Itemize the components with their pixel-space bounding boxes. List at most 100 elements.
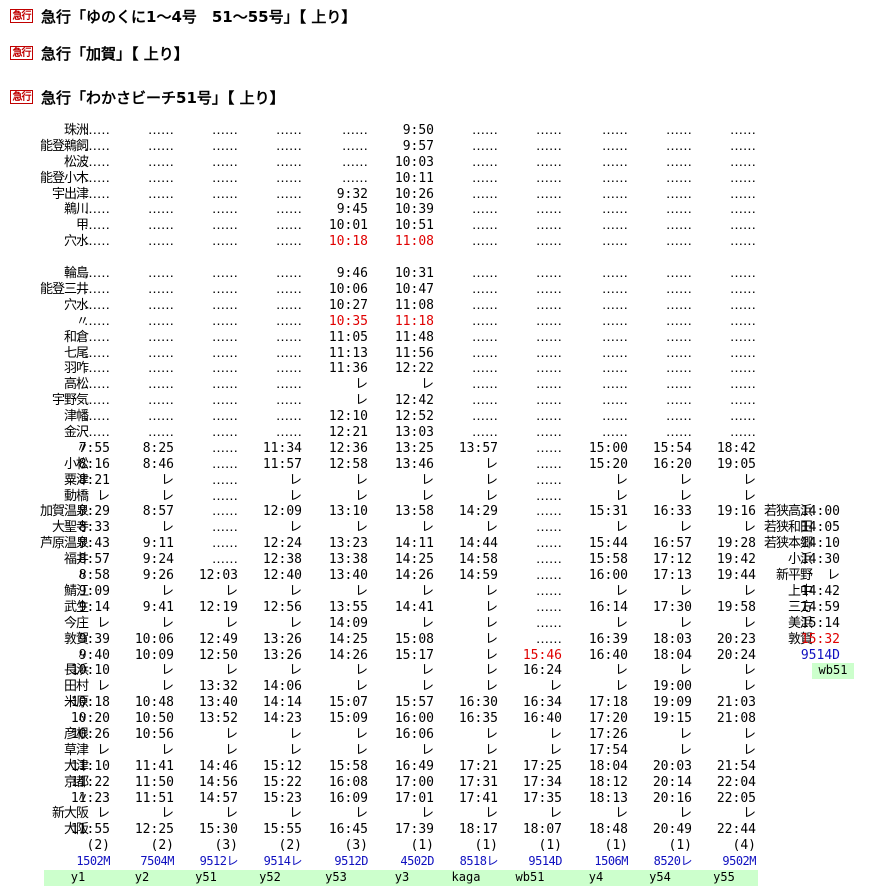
time-cell: ‥‥‥ [341,170,368,186]
time-cell: 10:18 [328,234,368,250]
time-cell: レ [742,488,756,504]
time-cell: レ [288,520,302,536]
time-cell: 10:47 [394,282,434,298]
station-name: 能登三井 [39,282,89,298]
time-cell: ‥‥‥ [275,218,302,234]
time-cell: ‥‥‥ [147,218,174,234]
time-cell: 21:03 [716,695,756,711]
station-name: 宇野気 [51,393,89,409]
time-cell: ‥‥‥ [729,138,756,154]
time-cell: ‥‥‥ [471,282,498,298]
time-cell: レ [160,742,174,758]
time-cell: 16:00 [394,711,434,727]
table-row: 京都 11:22 11:50 14:56 15:22 16:08 17:00 17:31 17:… [14,775,874,791]
time-cell: 14:41 [394,599,434,615]
branch-station-name: 若狭和田 [763,520,813,536]
time-cell: ‥‥‥ [211,409,238,425]
time-cell: ‥‥‥ [535,440,562,456]
time-cell: ‥‥‥ [535,520,562,536]
station-name: 鵜川 [63,202,89,218]
time-cell: ‥‥‥ [601,282,628,298]
time-cell: 15:58 [588,552,628,568]
table-row: 金沢 ‥‥‥ ‥‥‥ ‥‥‥ ‥‥‥ 12:21 13:03 ‥‥‥ ‥‥‥ ‥‥‥ ‥‥‥ ‥‥‥ [14,425,874,441]
table-row: 加賀温泉 8:29 8:57 ‥‥‥ 12:09 13:10 13:58 14:29 ‥‥‥ 15… [14,504,874,520]
time-cell: 14:25 [394,552,434,568]
time-cell: レ [160,488,174,504]
time-cell: 16:34 [522,695,562,711]
time-cell: ‥‥‥ [535,615,562,631]
station-name: 大阪 [63,822,89,838]
time-cell: 18:07 [522,822,562,838]
table-row: 宇野気 ‥‥‥ ‥‥‥ ‥‥‥ ‥‥‥ レ 12:42 ‥‥‥ ‥‥‥ ‥‥‥ ‥‥‥ ‥‥‥ [14,393,874,409]
time-cell: レ [354,488,368,504]
time-cell: 10:06 [134,631,174,647]
time-cell: 15:22 [262,774,302,790]
time-cell: ‥‥‥ [275,170,302,186]
station-name: 高松 [63,377,89,393]
time-cell: レ [420,377,434,393]
time-cell: ‥‥‥ [665,329,692,345]
train-label: y53 [302,869,370,886]
time-cell: ‥‥‥ [665,425,692,441]
time-cell: ‥‥‥ [211,361,238,377]
time-cell: 11:18 [394,313,434,329]
time-cell: レ [96,742,110,758]
time-cell: ‥‥‥ [665,282,692,298]
express-badge-icon: 急行 [10,90,33,104]
train-number: 1506M [594,854,628,869]
time-cell: レ [678,615,692,631]
time-cell: 11:36 [328,361,368,377]
time-cell: 14:06 [262,679,302,695]
time-cell: ‥‥‥ [601,186,628,202]
train-label: y55 [690,869,758,886]
time-cell: ‥‥‥ [83,282,110,298]
time-cell: 22:05 [716,790,756,806]
time-cell: ‥‥‥ [275,409,302,425]
time-cell: ‥‥‥ [535,282,562,298]
time-cell: レ [354,393,368,409]
branch-station-name: 美浜 [787,615,813,631]
table-row: 能登鵜飼 ‥‥‥ ‥‥‥ ‥‥‥ ‥‥‥ ‥‥‥ 9:57 ‥‥‥ ‥‥‥ ‥‥‥ ‥‥‥ ‥‥‥ [14,139,874,155]
time-cell: ‥‥‥ [535,170,562,186]
time-cell: レ [678,663,692,679]
time-cell: ‥‥‥ [83,393,110,409]
train-number: 9512D [334,854,368,869]
station-name: 大聖寺 [51,520,89,536]
train-label: y1 [44,869,112,886]
time-cell: 16:49 [394,758,434,774]
time-cell: ‥‥‥ [535,234,562,250]
time-cell: ‥‥‥ [535,218,562,234]
time-cell: レ [484,726,498,742]
time-cell: 11:55 [70,822,110,838]
time-cell: 8:57 [142,504,174,520]
time-cell: ‥‥‥ [601,266,628,282]
car-count-row: (2) (2) (3) (2) (3) (1) (1) (1) (1) (1) (4) [14,838,874,854]
table-row: 輪島 ‥‥‥ ‥‥‥ ‥‥‥ ‥‥‥ 9:46 10:31 ‥‥‥ ‥‥‥ ‥‥‥ ‥‥‥ ‥‥‥ [14,266,874,282]
time-cell: ‥‥‥ [211,488,238,504]
time-cell: 16:30 [458,695,498,711]
time-cell: ‥‥‥ [535,313,562,329]
time-cell: ‥‥‥ [211,472,238,488]
time-cell: ‥‥‥ [275,202,302,218]
branch-station-name: 小浜 [787,552,813,568]
time-cell: レ [742,615,756,631]
time-cell: 11:34 [262,440,302,456]
time-cell: ‥‥‥ [535,123,562,138]
time-cell: 16:06 [394,726,434,742]
time-cell: 10:48 [134,695,174,711]
table-row: 大阪 11:55 12:25 15:30 15:55 16:45 17:39 18:17 18:… [14,822,874,838]
station-name: 〃 [75,568,89,584]
branch-station-name: 若狭高浜 [763,504,813,520]
time-cell: ‥‥‥ [147,138,174,154]
time-cell: 20:14 [652,774,692,790]
time-cell: レ [288,583,302,599]
time-cell: 13:40 [198,695,238,711]
station-name: 七尾 [63,345,89,361]
time-cell: レ [548,726,562,742]
time-cell: 10:01 [328,218,368,234]
time-cell: 17:34 [522,774,562,790]
station-name: 鯖江 [63,583,89,599]
train-label: y3 [368,869,436,886]
time-cell: 15:57 [394,695,434,711]
time-cell: ‥‥‥ [211,504,238,520]
